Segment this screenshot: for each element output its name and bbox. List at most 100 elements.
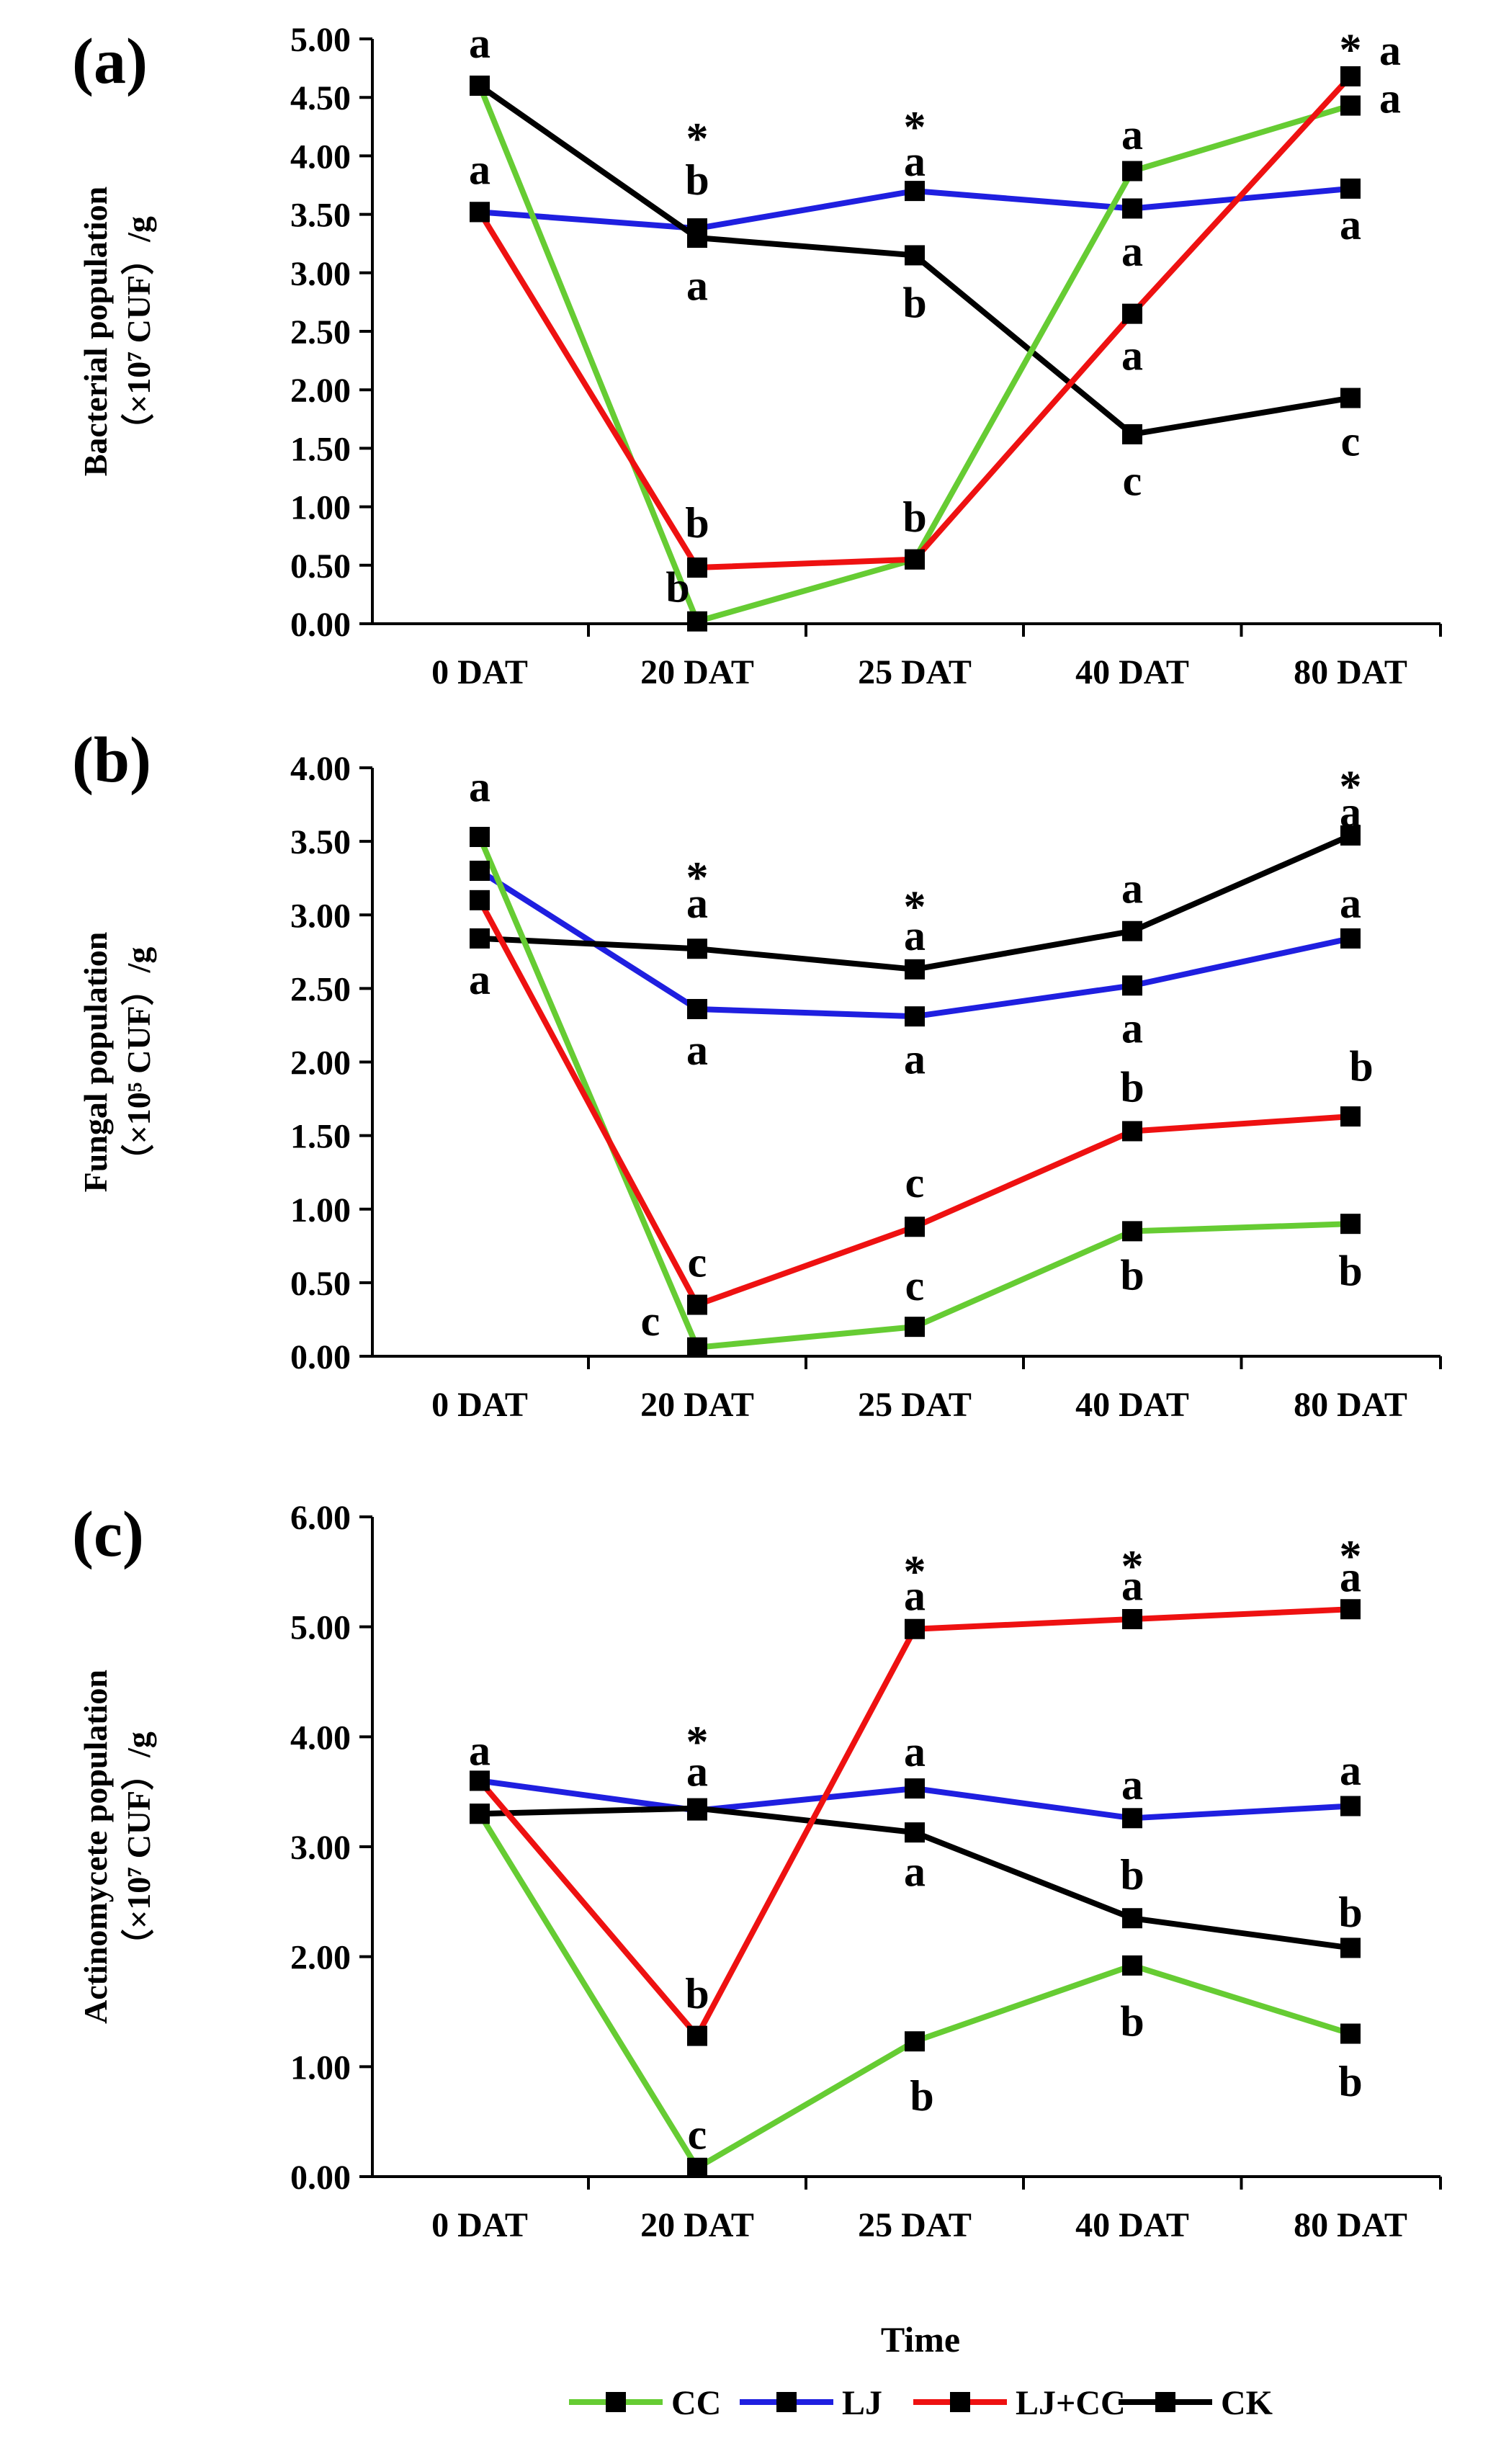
- data-point-marker: [905, 1822, 925, 1843]
- significance-star: *: [904, 103, 926, 152]
- x-tick-label: 25 DAT: [858, 2206, 972, 2244]
- y-tick-label: 2.50: [290, 970, 351, 1008]
- significance-letter: a: [1340, 1553, 1361, 1600]
- significance-letter: b: [1120, 1063, 1144, 1111]
- data-point-marker: [470, 928, 490, 949]
- significance-letter: b: [1338, 1247, 1362, 1295]
- data-point-marker: [1122, 1608, 1142, 1629]
- significance-letter: a: [904, 1572, 926, 1619]
- significance-letter: b: [685, 499, 709, 547]
- significance-letter: a: [686, 1748, 708, 1796]
- panel-a: (a) Bacterial population （×10⁷ CUF）/g 0.00 0…: [72, 19, 1442, 691]
- y-tick-label: 0.00: [290, 1338, 351, 1376]
- significance-letter: c: [688, 1238, 707, 1286]
- data-point-marker: [1340, 1214, 1361, 1235]
- data-point-marker: [1340, 928, 1361, 949]
- significance-letter: a: [469, 1727, 490, 1775]
- y-axis-title: Fungal population: [77, 932, 114, 1193]
- significance-letter: a: [686, 261, 708, 309]
- data-point-marker: [905, 2031, 925, 2052]
- y-tick-label: 6.00: [290, 1499, 351, 1537]
- y-tick-label: 1.00: [290, 2048, 351, 2087]
- y-axis-unit: （×10⁷ CUF）/g: [120, 1731, 157, 1962]
- significance-letter: a: [1121, 228, 1143, 275]
- x-axis-title: Time: [881, 2319, 960, 2360]
- significance-letter: b: [685, 1970, 709, 2017]
- significance-letter: b: [902, 493, 926, 541]
- data-point-marker: [470, 826, 490, 847]
- significance-star: *: [1340, 1532, 1362, 1581]
- y-tick-label: 3.00: [290, 897, 351, 935]
- significance-letter: b: [1120, 1252, 1144, 1299]
- data-point-marker: [687, 2157, 707, 2178]
- y-tick-label: 1.50: [290, 430, 351, 468]
- data-point-marker: [1340, 95, 1361, 116]
- data-point-marker: [1340, 1937, 1361, 1958]
- significance-letter: c: [1123, 457, 1142, 504]
- significance-letter: a: [1340, 1747, 1361, 1794]
- data-point-marker: [687, 998, 707, 1019]
- data-point-marker: [905, 1618, 925, 1639]
- data-point-marker: [905, 245, 925, 266]
- data-point-marker: [1340, 178, 1361, 199]
- data-point-marker: [905, 959, 925, 980]
- significance-star: *: [904, 883, 926, 932]
- significance-letter: b: [902, 279, 926, 327]
- data-point-marker: [470, 202, 490, 223]
- x-tick-label: 40 DAT: [1075, 2206, 1189, 2244]
- significance-letter: a: [686, 879, 708, 927]
- significance-star: *: [686, 115, 709, 163]
- data-point-marker: [470, 1770, 490, 1791]
- significance-letter: a: [1340, 788, 1361, 835]
- data-point-marker: [687, 1798, 707, 1819]
- y-tick-label: 2.00: [290, 1939, 351, 1977]
- x-tick-label: 25 DAT: [858, 653, 972, 691]
- data-point-marker: [470, 75, 490, 96]
- significance-letter: b: [1338, 1889, 1362, 1936]
- y-tick-label: 4.00: [290, 1719, 351, 1757]
- data-point-marker: [687, 611, 707, 632]
- data-point-marker: [1340, 387, 1361, 408]
- significance-letter: a: [469, 19, 490, 67]
- data-point-marker: [1122, 1808, 1142, 1829]
- significance-letter: a: [904, 138, 926, 185]
- x-tick-label: 40 DAT: [1075, 653, 1189, 691]
- x-tick-label: 20 DAT: [640, 2206, 754, 2244]
- data-point-marker: [1122, 1955, 1142, 1976]
- y-axis-unit: （×10⁷ CUF）/g: [120, 216, 157, 447]
- x-tick-label: 25 DAT: [858, 1386, 972, 1424]
- significance-letter: a: [1340, 201, 1361, 248]
- x-tick-label: 80 DAT: [1294, 653, 1407, 691]
- significance-letter: b: [685, 156, 709, 204]
- data-point-marker: [1340, 66, 1361, 86]
- data-point-marker: [1122, 424, 1142, 444]
- significance-letter: a: [1121, 1562, 1143, 1610]
- legend-marker: [950, 2392, 970, 2412]
- significance-letter: a: [1121, 1005, 1143, 1052]
- data-point-marker: [687, 1294, 707, 1315]
- x-tick-label: 80 DAT: [1294, 2206, 1407, 2244]
- data-point-marker: [470, 890, 490, 910]
- y-tick-label: 3.00: [290, 255, 351, 293]
- x-tick-label: 0 DAT: [431, 653, 528, 691]
- legend-marker: [776, 2392, 797, 2412]
- significance-letter: a: [469, 146, 490, 194]
- x-tick-label: 20 DAT: [640, 1386, 754, 1424]
- y-tick-label: 1.50: [290, 1118, 351, 1156]
- data-point-marker: [1122, 198, 1142, 219]
- significance-letter: b: [1120, 1997, 1144, 2045]
- y-axis-title: Bacterial population: [77, 187, 114, 477]
- y-tick-label: 3.00: [290, 1829, 351, 1867]
- y-tick-label: 1.00: [290, 489, 351, 527]
- significance-letter: a: [904, 1848, 926, 1896]
- data-point-marker: [687, 1337, 707, 1358]
- data-point-marker: [1122, 920, 1142, 941]
- significance-star: *: [686, 854, 709, 902]
- y-tick-label: 4.00: [290, 750, 351, 788]
- y-tick-label: 4.50: [290, 79, 351, 117]
- y-tick-label: 4.00: [290, 138, 351, 176]
- data-point-marker: [1340, 825, 1361, 846]
- significance-letter: a: [1379, 74, 1401, 122]
- y-tick-label: 1.00: [290, 1191, 351, 1229]
